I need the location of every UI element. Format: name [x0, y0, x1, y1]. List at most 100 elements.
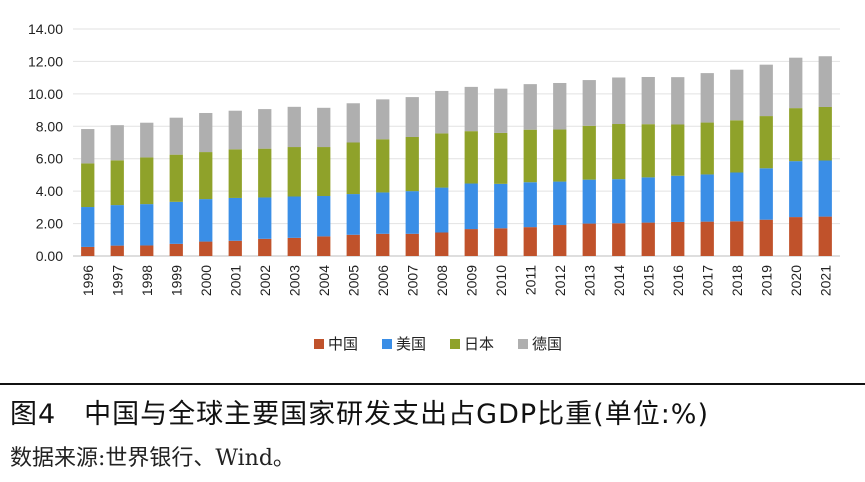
bar-segment: [464, 86, 478, 132]
bar-segment: [405, 191, 419, 234]
bar-segment: [435, 133, 449, 188]
bar-segment: [553, 129, 567, 182]
bar-segment: [523, 129, 537, 183]
chart-area: 0.00 2.00 4.00 6.00 8.00 10.00 12.00 14.00 1996 1…: [0, 21, 865, 385]
y-tick-label: 12.00: [28, 53, 63, 69]
bar-segment: [789, 161, 803, 218]
x-tick-label: 2015: [640, 265, 656, 296]
bar-segment: [789, 57, 803, 109]
x-tick-label: 2006: [375, 265, 391, 296]
y-tick-label: 8.00: [36, 118, 63, 134]
bar-segment: [110, 245, 124, 256]
bar-segment: [435, 90, 449, 134]
bar-segment: [641, 76, 655, 125]
x-tick-label: 2000: [198, 265, 214, 296]
bar-segment: [700, 221, 714, 256]
bar-segment: [199, 241, 213, 256]
bar-segment: [582, 223, 596, 256]
bar-segment: [612, 223, 626, 256]
bar-segment: [169, 117, 183, 155]
bar-segment: [582, 125, 596, 180]
bar-segment: [199, 112, 213, 153]
bar-segment: [228, 149, 242, 198]
x-tick-label: 1998: [139, 265, 155, 296]
bar-segment: [228, 240, 242, 256]
bar-segment: [81, 129, 95, 164]
bar-segment: [818, 106, 832, 161]
bar-segment: [110, 125, 124, 161]
bar-segment: [169, 154, 183, 202]
bar-segment: [405, 97, 419, 137]
y-tick-label: 14.00: [28, 21, 63, 37]
legend-swatch: [450, 339, 460, 349]
legend-label: 美国: [396, 335, 426, 353]
bar-segment: [464, 131, 478, 184]
x-tick-label: 2012: [552, 265, 568, 296]
bar-segment: [553, 181, 567, 226]
bar-segment: [376, 139, 390, 193]
bar-segment: [612, 77, 626, 125]
bar-segment: [641, 222, 655, 256]
bar-segment: [317, 107, 331, 148]
figure-caption: 图4 中国与全球主要国家研发支出占GDP比重(单位:%): [10, 399, 709, 430]
x-tick-label: 2007: [404, 265, 420, 296]
bar-segment: [258, 197, 272, 239]
y-tick-label: 2.00: [36, 216, 63, 232]
bar-segment: [494, 228, 508, 256]
x-tick-label: 2005: [345, 265, 361, 296]
bar-segment: [494, 88, 508, 133]
bar-segment: [789, 217, 803, 256]
bar-segment: [81, 207, 95, 247]
bar-segment: [376, 99, 390, 140]
x-tick-label: 1997: [109, 265, 125, 296]
legend-label: 日本: [464, 335, 494, 353]
bar-segment: [553, 225, 567, 256]
bar-segment: [671, 221, 685, 256]
bar-segment: [730, 69, 744, 121]
x-tick-label: 2001: [227, 265, 243, 296]
bar-segment: [376, 233, 390, 256]
bar-segment: [258, 238, 272, 256]
bar-segment: [405, 233, 419, 256]
bar-segment: [228, 197, 242, 241]
bar-segment: [317, 196, 331, 237]
x-tick-label: 2013: [581, 265, 597, 296]
x-tick-label: 2011: [522, 265, 538, 295]
bar-segment: [523, 227, 537, 256]
bar-segment: [494, 132, 508, 184]
bar-segment: [523, 182, 537, 228]
legend-label: 中国: [328, 335, 358, 353]
bar-segment: [523, 84, 537, 130]
bar-segment: [169, 201, 183, 244]
x-tick-label: 2003: [286, 265, 302, 296]
bar-segment: [641, 177, 655, 223]
bar-segment: [464, 229, 478, 256]
x-tick-label: 2019: [758, 265, 774, 296]
legend-label: 德国: [532, 335, 562, 353]
bar-segment: [671, 124, 685, 176]
bar-segment: [730, 172, 744, 222]
bar-segment: [346, 142, 360, 195]
bar-segment: [759, 64, 773, 117]
bar-segment: [287, 147, 301, 197]
bar-segment: [730, 221, 744, 256]
bar-segment: [287, 196, 301, 238]
bar-segment: [140, 122, 154, 158]
x-tick-label: 2014: [611, 265, 627, 296]
bar-segment: [759, 219, 773, 256]
bar-segment: [287, 106, 301, 148]
x-tick-label: 2002: [257, 265, 273, 296]
bar-segment: [81, 246, 95, 256]
bar-segment: [730, 120, 744, 173]
legend-swatch: [518, 339, 528, 349]
bar-segment: [553, 82, 567, 130]
bar-segment: [81, 163, 95, 208]
y-tick-label: 0.00: [36, 248, 63, 264]
y-tick-label: 10.00: [28, 86, 63, 102]
x-tick-label: 2004: [316, 265, 332, 296]
bar-segment: [700, 73, 714, 123]
bar-segment: [818, 56, 832, 107]
x-tick-label: 2020: [788, 265, 804, 296]
bar-segment: [258, 109, 272, 149]
bar-segment: [671, 175, 685, 222]
